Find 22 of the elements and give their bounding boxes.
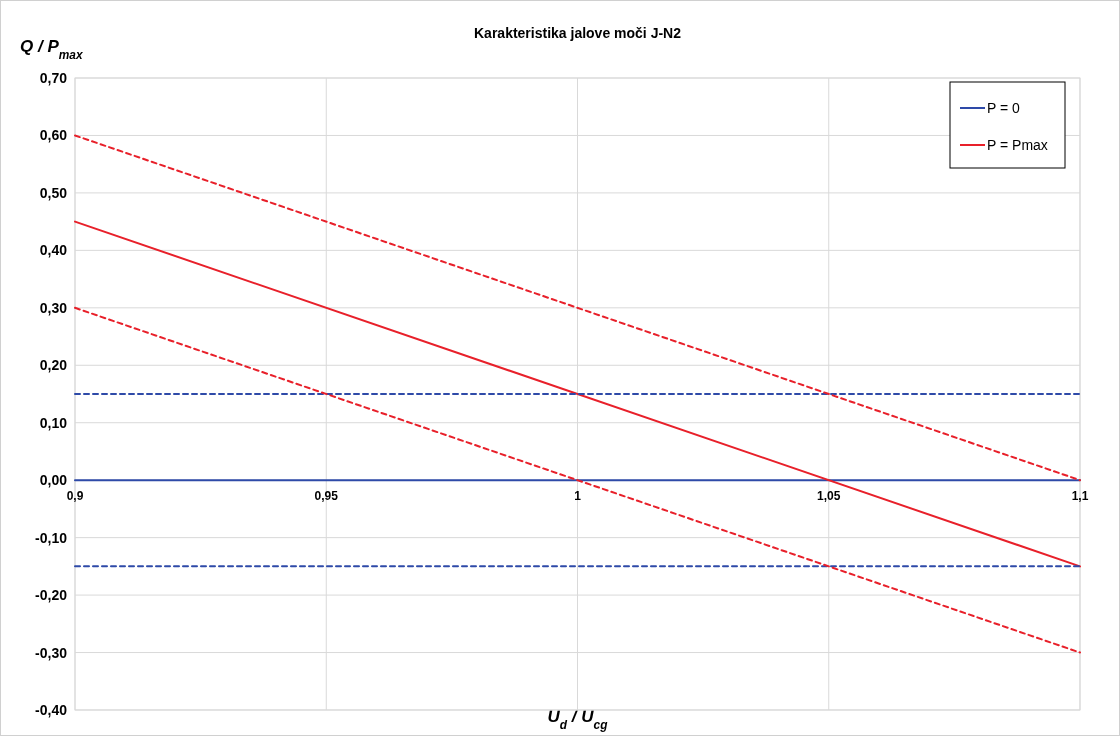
x-tick-label: 1: [574, 489, 582, 504]
y-tick-label: 0,30: [39, 299, 68, 316]
y-tick-label: 0,50: [39, 184, 68, 201]
y-tick-label: -0,20: [35, 587, 68, 604]
y-tick-label: 0,10: [39, 414, 68, 431]
x-tick-label: 0,9: [66, 489, 84, 504]
y-tick-label: 0,00: [39, 472, 68, 489]
x-tick-label: 0,95: [314, 489, 339, 504]
x-axis-title: U$_{d}$ / U$_{cg}$: [547, 707, 609, 732]
x-tick-label: 1,05: [817, 489, 841, 504]
legend-label: P = 0: [987, 100, 1021, 116]
x-tick-label: 1,1: [1071, 489, 1089, 504]
y-tick-label: -0,10: [35, 529, 68, 546]
y-tick-label: -0,40: [35, 702, 68, 718]
y-axis-title: Q / P$_{max}$: [20, 37, 84, 62]
chart-title: Karakteristika jalove moči J-N2: [474, 25, 682, 41]
y-tick-label: 0,70: [39, 70, 68, 86]
y-tick-label: 0,40: [39, 242, 68, 259]
y-tick-label: 0,20: [39, 357, 68, 374]
y-tick-label: -0,30: [35, 644, 68, 661]
legend-label: P = Pmax: [987, 137, 1048, 153]
y-tick-label: 0,60: [39, 127, 68, 144]
